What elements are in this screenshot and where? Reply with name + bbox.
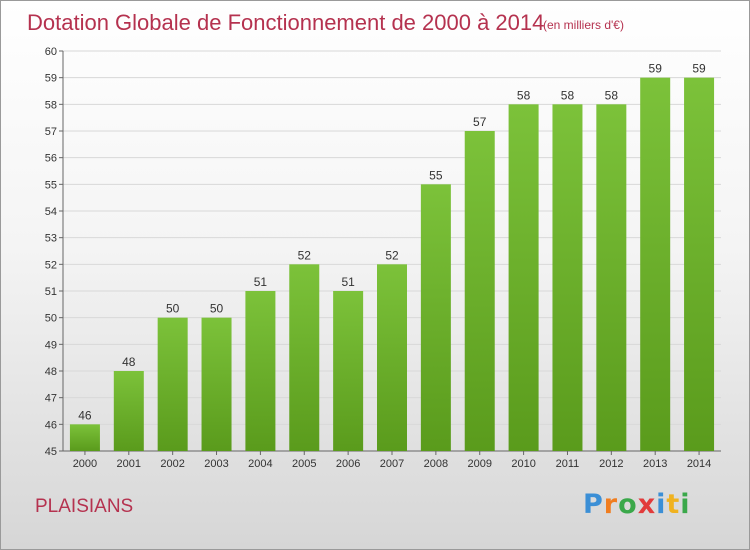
y-tick-label: 47 xyxy=(45,393,57,405)
logo-letter: o xyxy=(618,489,638,520)
y-tick-label: 57 xyxy=(45,126,57,138)
y-tick-label: 46 xyxy=(45,419,57,431)
data-label: 59 xyxy=(649,62,663,76)
commune-name: PLAISIANS xyxy=(35,496,134,517)
data-label: 52 xyxy=(385,248,399,262)
data-label: 51 xyxy=(254,275,268,289)
proxiti-logo: Proxiti xyxy=(583,489,691,520)
y-tick-label: 52 xyxy=(45,259,57,271)
bar xyxy=(552,104,583,451)
data-label: 55 xyxy=(429,168,443,182)
x-tick-label: 2009 xyxy=(467,458,491,470)
x-tick-label: 2000 xyxy=(73,458,97,470)
y-tick-label: 54 xyxy=(45,206,57,218)
data-label: 50 xyxy=(166,302,180,316)
x-tick-label: 2007 xyxy=(380,458,404,470)
x-tick-label: 2011 xyxy=(556,458,580,470)
y-tick-label: 55 xyxy=(45,179,57,191)
bar xyxy=(508,104,539,451)
bar xyxy=(201,317,232,451)
data-label: 50 xyxy=(210,302,224,316)
data-label: 59 xyxy=(692,62,706,76)
x-tick-label: 2005 xyxy=(292,458,316,470)
bar xyxy=(289,264,320,451)
data-label: 51 xyxy=(341,275,355,289)
data-label: 52 xyxy=(298,248,312,262)
y-tick-label: 51 xyxy=(45,286,57,298)
x-tick-label: 2010 xyxy=(511,458,535,470)
bar xyxy=(333,291,364,451)
bar xyxy=(377,264,407,451)
chart-subtitle: (en milliers d'€) xyxy=(543,18,624,32)
logo-letter: i xyxy=(680,489,691,520)
y-tick-label: 48 xyxy=(45,366,57,378)
bar xyxy=(596,104,627,451)
bars xyxy=(69,77,715,452)
y-tick-label: 50 xyxy=(45,313,57,325)
logo-letter: r xyxy=(603,489,619,520)
y-tick-label: 49 xyxy=(45,339,57,351)
data-label: 58 xyxy=(561,88,575,102)
data-label: 57 xyxy=(473,115,487,129)
y-tick-label: 60 xyxy=(45,46,57,58)
y-tick-label: 56 xyxy=(45,153,57,165)
data-label: 58 xyxy=(517,88,531,102)
bar xyxy=(69,424,100,451)
bar xyxy=(113,371,144,451)
x-tick-label: 2004 xyxy=(248,458,272,470)
logo-letter: i xyxy=(656,489,667,520)
x-tick-label: 2003 xyxy=(204,458,228,470)
x-tick-label: 2008 xyxy=(424,458,448,470)
x-tick-label: 2013 xyxy=(643,458,667,470)
y-tick-label: 59 xyxy=(45,73,57,85)
x-tick-label: 2001 xyxy=(117,458,141,470)
x-tick-labels: 2000 2001 2002 2003 2004 2005 2006 2007 2008 2009… xyxy=(73,458,712,470)
x-tick-label: 2006 xyxy=(336,458,360,470)
x-tick-label: 2014 xyxy=(687,458,711,470)
bar xyxy=(464,131,495,451)
bar xyxy=(157,317,188,451)
bar xyxy=(684,77,715,452)
logo-letter: x xyxy=(637,489,657,520)
y-tick-label: 53 xyxy=(45,233,57,245)
bar xyxy=(420,184,451,452)
data-labels: 46 48 50 50 51 52 51 52 55 57 58 58 58 59 59 xyxy=(78,62,706,423)
data-label: 46 xyxy=(78,408,92,422)
data-label: 58 xyxy=(605,88,619,102)
chart-title: Dotation Globale de Fonctionnement de 20… xyxy=(27,10,545,35)
data-label: 48 xyxy=(122,355,136,369)
logo-letter: t xyxy=(666,489,681,520)
y-tick-label: 58 xyxy=(45,99,57,111)
y-tick-labels: 45 46 47 48 49 50 51 52 53 54 55 56 57 58 59 60 xyxy=(45,46,57,458)
x-tick-label: 2002 xyxy=(160,458,184,470)
logo-letter: P xyxy=(583,489,604,520)
bar xyxy=(640,77,671,452)
y-tick-label: 45 xyxy=(45,446,57,458)
bar xyxy=(245,291,276,451)
x-tick-label: 2012 xyxy=(599,458,623,470)
